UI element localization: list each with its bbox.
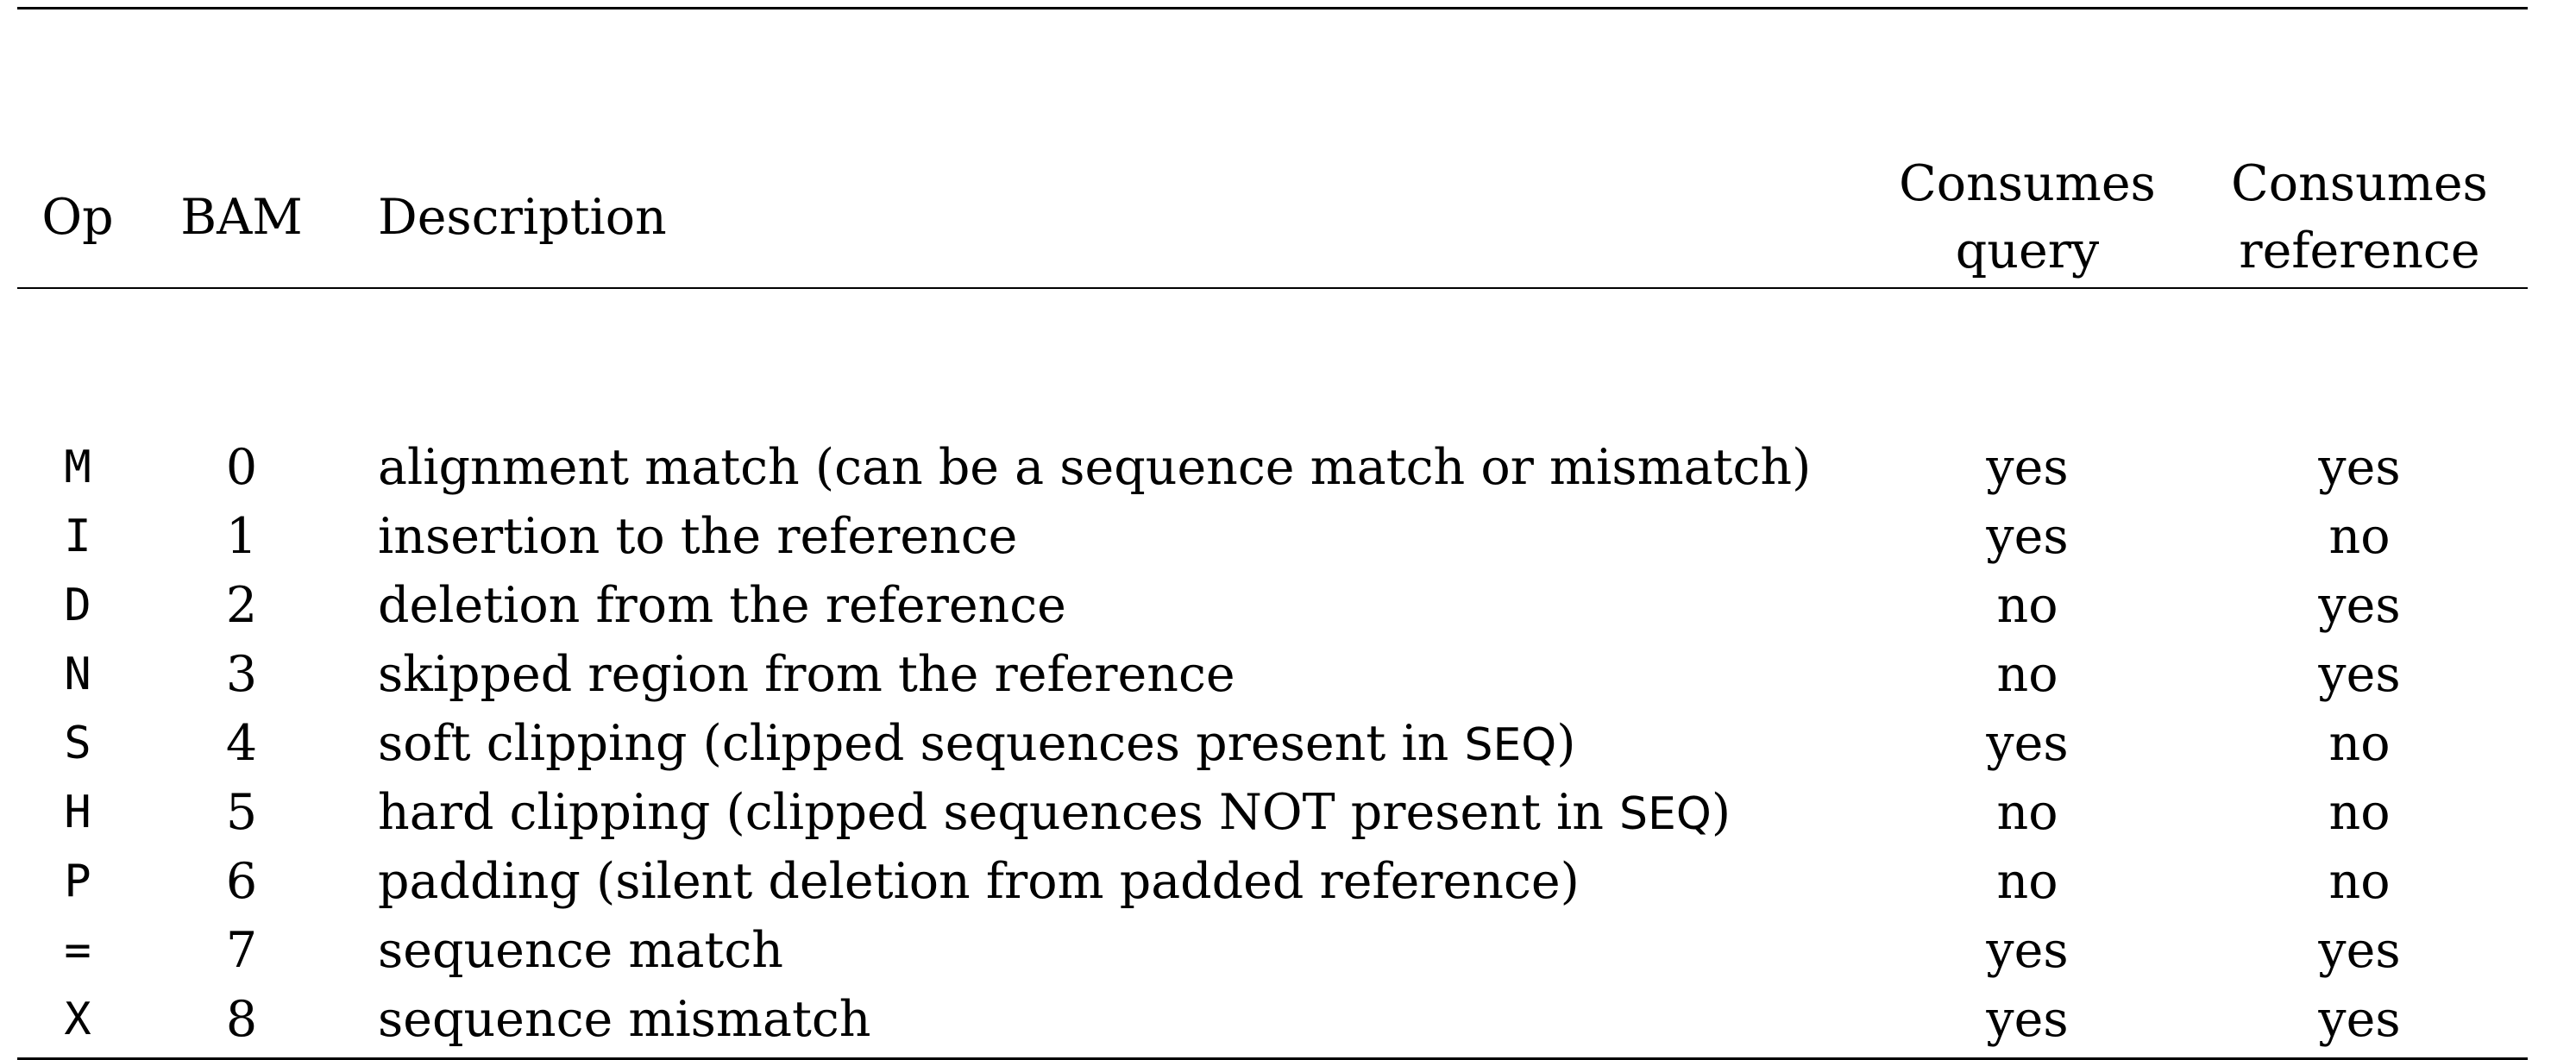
cell-op: S (64, 717, 91, 769)
cell-bam: 8 (225, 990, 258, 1048)
description-code: SEQ (1619, 787, 1712, 840)
table-row: I 1 insertion to the reference yes no (17, 502, 2528, 571)
cell-consumes-query: yes (1986, 990, 2069, 1048)
table-body: M 0 alignment match (can be a sequence mat… (17, 428, 2528, 1060)
cell-bam: 2 (225, 576, 258, 634)
cell-bam: 3 (225, 645, 258, 703)
cigar-operations-table: Op BAM Description Consumes query Consum… (17, 7, 2528, 1060)
cell-bam: 0 (225, 438, 258, 496)
cell-op: = (64, 924, 91, 976)
cell-description: insertion to the reference (378, 507, 1018, 565)
cell-op: D (64, 579, 91, 631)
cell-op: P (64, 855, 91, 907)
table-row: D 2 deletion from the reference no yes (17, 571, 2528, 640)
cell-consumes-reference: yes (2318, 990, 2401, 1048)
header-consumes-reference: Consumes reference (2191, 148, 2528, 288)
header-consumes-reference-line1: Consumes (2231, 155, 2488, 212)
cell-consumes-reference: no (2328, 507, 2391, 565)
cell-consumes-query: yes (1986, 921, 2069, 979)
cell-consumes-query: yes (1986, 714, 2069, 772)
cell-description: deletion from the reference (378, 576, 1066, 634)
table-row: M 0 alignment match (can be a sequence mat… (17, 433, 2528, 502)
cell-consumes-reference: yes (2318, 438, 2401, 496)
description-text: hard clipping (clipped sequences NOT pre… (378, 783, 1620, 841)
mid-rule (17, 286, 2528, 428)
table-row: P 6 padding (silent deletion from padded r… (17, 847, 2528, 916)
header-consumes-query: Consumes query (1863, 148, 2191, 288)
cell-bam: 4 (225, 714, 258, 772)
table-row: X 8 sequence mismatch yes yes (17, 985, 2528, 1054)
bottom-rule (17, 1057, 2528, 1060)
header-consumes-query-line2: query (1955, 223, 2100, 279)
description-code: SEQ (1464, 718, 1557, 771)
cell-consumes-query: yes (1986, 507, 2069, 565)
description-text-end: ) (1556, 714, 1576, 772)
table-row: N 3 skipped region from the reference no yes (17, 640, 2528, 709)
cell-bam: 7 (225, 921, 258, 979)
cell-consumes-query: no (1996, 645, 2058, 703)
table-row: = 7 sequence match yes yes (17, 916, 2528, 985)
top-rule (17, 7, 2528, 148)
cell-consumes-query: no (1996, 852, 2058, 910)
cell-description: soft clipping (clipped sequences present… (345, 709, 1863, 778)
cell-description: padding (silent deletion from padded ref… (378, 852, 1580, 910)
cell-op: I (64, 510, 91, 562)
description-text-end: ) (1711, 783, 1731, 841)
cell-consumes-reference: yes (2318, 576, 2401, 634)
cell-bam: 1 (225, 507, 258, 565)
table-header: Op BAM Description Consumes query Consum… (17, 7, 2528, 428)
cell-bam: 6 (225, 852, 258, 910)
header-consumes-reference-line2: reference (2239, 223, 2480, 279)
cell-consumes-reference: no (2328, 852, 2391, 910)
cell-description: sequence mismatch (378, 990, 871, 1048)
header-description: Description (378, 189, 667, 246)
cell-consumes-reference: no (2328, 714, 2391, 772)
cell-consumes-reference: yes (2318, 921, 2401, 979)
cell-description: skipped region from the reference (378, 645, 1235, 703)
header-bam: BAM (180, 189, 303, 246)
header-row: Op BAM Description Consumes query Consum… (17, 148, 2528, 288)
cell-consumes-query: no (1996, 576, 2058, 634)
table-row: S 4 soft clipping (clipped sequences prese… (17, 709, 2528, 778)
cell-description: sequence match (378, 921, 783, 979)
header-consumes-query-line1: Consumes (1899, 155, 2156, 212)
cigar-operations-table-wrapper: Op BAM Description Consumes query Consum… (17, 7, 2528, 1060)
cell-consumes-query: yes (1986, 438, 2069, 496)
cell-description: alignment match (can be a sequence match… (378, 438, 1812, 496)
cell-op: X (64, 993, 91, 1045)
description-text: soft clipping (clipped sequences present… (378, 714, 1465, 772)
cell-op: M (64, 441, 91, 493)
header-op: Op (41, 189, 114, 246)
cell-consumes-reference: yes (2318, 645, 2401, 703)
cell-op: N (64, 648, 91, 700)
